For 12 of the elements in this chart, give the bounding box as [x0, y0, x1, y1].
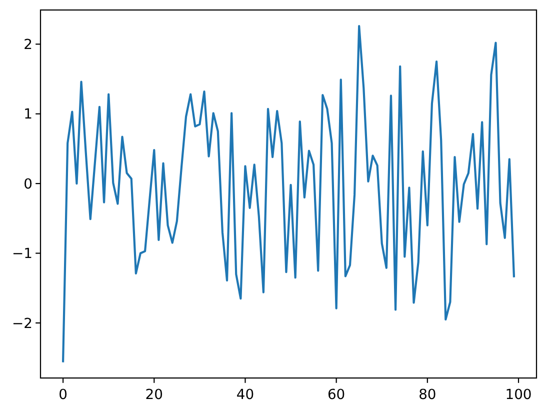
y-tick-label: −2	[12, 316, 32, 332]
x-tick-label: 100	[505, 387, 532, 403]
y-tick-label: −1	[12, 246, 32, 262]
line-series	[62, 24, 516, 362]
x-tick-label: 20	[145, 387, 163, 403]
x-tick-label: 0	[58, 387, 68, 403]
y-tick-label: 2	[24, 37, 32, 54]
x-tick-label: 40	[236, 387, 254, 403]
y-tick-label: 1	[24, 106, 32, 123]
x-tick-label: 60	[327, 387, 346, 403]
y-tick-label: 0	[24, 176, 32, 192]
x-tick-label: 80	[418, 387, 436, 403]
